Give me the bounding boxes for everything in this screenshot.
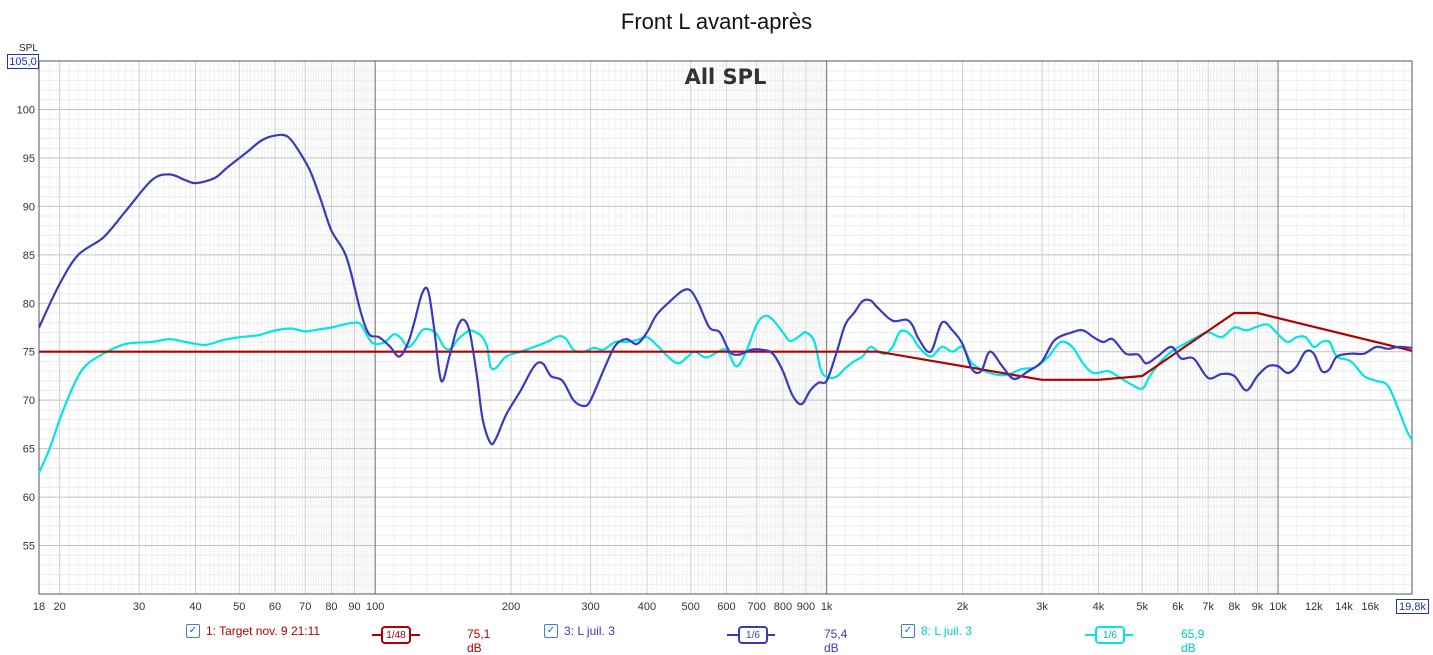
y-axis-unit-label: SPL — [19, 43, 38, 54]
minor-grid — [38, 61, 1412, 594]
y-tick-label: 65 — [23, 444, 35, 456]
x-tick-label: 20 — [54, 601, 66, 613]
x-tick-label: 3k — [1036, 601, 1048, 613]
x-tick-label: 500 — [682, 601, 700, 613]
y-tick-label: 70 — [23, 395, 35, 407]
series-lines — [37, 133, 1413, 474]
x-tick-label: 70 — [299, 601, 311, 613]
major-grid — [39, 61, 1412, 594]
y-tick-label: 90 — [23, 201, 35, 213]
x-tick-label: 14k — [1335, 601, 1353, 613]
x-axis-tick-labels: 18 20 30 40 50 60 70 80 90 100 200 300 400 500 600 700 8… — [33, 601, 1380, 613]
legend-label-l-juil-3-a: 3: L juil. 3 — [564, 624, 615, 638]
x-tick-label: 40 — [189, 601, 201, 613]
x-tick-label: 100 — [366, 601, 384, 613]
y-tick-label: 80 — [23, 298, 35, 310]
x-tick-label: 9k — [1252, 601, 1264, 613]
x-tick-label: 600 — [717, 601, 735, 613]
legend-checkbox-target[interactable]: ✓ — [186, 624, 200, 638]
legend-level-l-juil-3-b: 65,9 dB — [1181, 627, 1205, 655]
x-tick-label: 7k — [1202, 601, 1214, 613]
x-tick-label: 10k — [1269, 601, 1287, 613]
plot-border — [38, 60, 1413, 595]
y-tick-label: 55 — [23, 541, 35, 553]
x-tick-label: 400 — [638, 601, 656, 613]
x-tick-label: 4k — [1093, 601, 1105, 613]
legend-checkbox-l-juil-3-a[interactable]: ✓ — [544, 624, 558, 638]
series-line-l-juil-3-a — [38, 133, 1413, 446]
x-tick-label: 80 — [325, 601, 337, 613]
x-tick-label: 8k — [1229, 601, 1241, 613]
legend-item-l-juil-3-b[interactable]: ✓ 8: L juil. 3 — [901, 624, 972, 638]
y-tick-label: 95 — [23, 153, 35, 165]
x-tick-label: 5k — [1136, 601, 1148, 613]
y-tick-label: 60 — [23, 492, 35, 504]
series-line-target — [39, 311, 1413, 381]
legend-smoothing-target[interactable]: 1/48 — [381, 626, 411, 644]
x-tick-label: 2k — [957, 601, 969, 613]
x-axis-end-value-box[interactable]: 19,8k — [1396, 599, 1429, 614]
x-tick-label: 12k — [1305, 601, 1323, 613]
y-tick-label: 85 — [23, 250, 35, 262]
x-tick-label: 6k — [1172, 601, 1184, 613]
series-line-l-juil-3-b — [37, 314, 1413, 474]
y-tick-label: 75 — [23, 347, 35, 359]
chart-title: Front L avant-après — [620, 9, 813, 34]
legend-checkbox-l-juil-3-b[interactable]: ✓ — [901, 624, 915, 638]
legend-label-l-juil-3-b: 8: L juil. 3 — [921, 624, 972, 638]
legend-level-target: 75,1 dB — [467, 627, 491, 655]
legend-item-l-juil-3-a[interactable]: ✓ 3: L juil. 3 — [544, 624, 615, 638]
chart-subtitle: All SPL — [685, 65, 767, 89]
x-tick-label: 800 — [774, 601, 792, 613]
legend-level-l-juil-3-a: 75,4 dB — [824, 627, 848, 655]
x-tick-label: 18 — [33, 601, 45, 613]
x-tick-label: 200 — [502, 601, 520, 613]
x-tick-label: 60 — [269, 601, 281, 613]
legend-item-target[interactable]: ✓ 1: Target nov. 9 21:11 — [186, 624, 320, 638]
x-tick-label: 900 — [797, 601, 815, 613]
y-axis-top-value-box[interactable]: 105,0 — [7, 54, 39, 69]
legend-smoothing-l-juil-3-b[interactable]: 1/6 — [1095, 626, 1125, 644]
x-tick-label: 50 — [233, 601, 245, 613]
x-tick-label: 700 — [748, 601, 766, 613]
y-axis-tick-labels: 55 60 65 70 75 80 85 90 95 100 — [17, 104, 35, 552]
x-tick-label: 16k — [1361, 601, 1379, 613]
y-tick-label: 100 — [17, 104, 35, 116]
legend-label-target: 1: Target nov. 9 21:11 — [206, 624, 321, 638]
x-tick-label: 90 — [348, 601, 360, 613]
legend-smoothing-l-juil-3-a[interactable]: 1/6 — [738, 626, 768, 644]
x-tick-label: 1k — [821, 601, 833, 613]
x-tick-label: 300 — [581, 601, 599, 613]
x-tick-label: 30 — [133, 601, 145, 613]
